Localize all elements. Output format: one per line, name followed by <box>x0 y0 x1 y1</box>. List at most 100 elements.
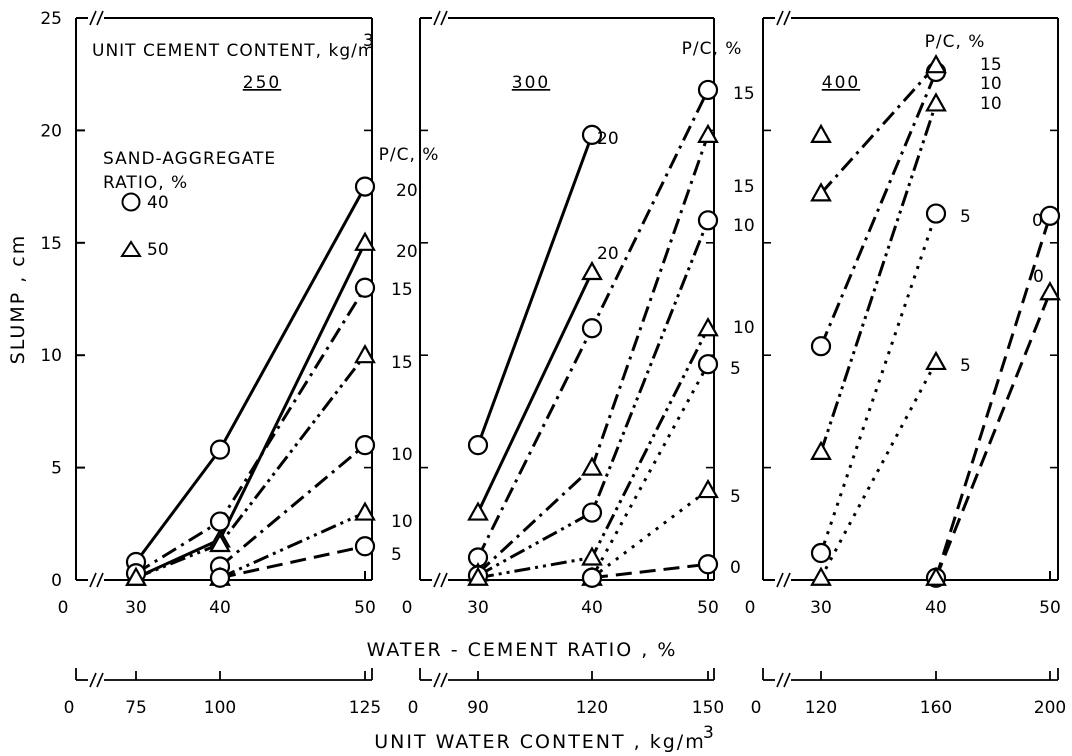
series-line <box>135 286 367 575</box>
circle-point <box>581 502 603 523</box>
water-break-b <box>440 672 448 688</box>
y-tick-label: 20 <box>40 121 62 141</box>
series-line <box>219 544 366 580</box>
pc-value-label: 10 <box>733 216 755 236</box>
series-line <box>219 443 366 568</box>
water-break-b <box>96 672 104 688</box>
wc-tick-label: 30 <box>810 598 832 618</box>
series-line <box>819 71 938 347</box>
circle-point <box>697 354 719 375</box>
legend-label-50: 50 <box>147 240 169 260</box>
series-line <box>934 291 1052 579</box>
wc-tick-label: 30 <box>125 598 147 618</box>
top-break-b <box>96 10 104 26</box>
legend-circle-marker <box>121 192 141 212</box>
water-zero-label: 0 <box>408 698 419 718</box>
legend-title-line2: RATIO, % <box>103 173 188 193</box>
pc-value-label: 20 <box>396 181 418 201</box>
header-text: UNIT CEMENT CONTENT, kg/m <box>92 41 375 61</box>
pc-value-label: 5 <box>391 545 402 565</box>
water-zero-label: 0 <box>751 698 762 718</box>
circle-point <box>581 567 603 588</box>
triangle-point <box>810 182 832 202</box>
circle-point <box>581 124 603 145</box>
pc-label-panel3: P/C, % <box>925 32 986 52</box>
cement-content-label: 400 <box>822 73 860 93</box>
triangle-point <box>581 456 603 476</box>
y-tick-label: 10 <box>40 346 62 366</box>
water-break-b <box>783 672 791 688</box>
pc-label-panel2: P/C, % <box>682 39 743 59</box>
triangle-point <box>697 478 719 499</box>
water-tick-label: 120 <box>805 698 837 718</box>
water-break-a <box>89 672 97 688</box>
series-line <box>477 327 710 580</box>
water-tick-label: 200 <box>1034 698 1066 718</box>
y-tick-label: 0 <box>51 571 62 591</box>
series-line <box>591 488 709 579</box>
wc-zero-label: 0 <box>58 598 69 618</box>
pc-value-label: 20 <box>396 242 418 262</box>
water-zero-label: 0 <box>64 698 75 718</box>
triangle-point <box>354 343 376 364</box>
circle-point <box>1039 205 1061 226</box>
pc-value-label: 10 <box>980 94 1002 114</box>
series-line <box>477 219 710 577</box>
x-axis-label: WATER - CEMENT RATIO , % <box>367 639 678 661</box>
circle-point <box>697 210 719 231</box>
top-break-a <box>89 10 97 26</box>
series-line <box>819 361 938 579</box>
wc-tick-label: 50 <box>354 598 376 618</box>
water-break-a <box>433 672 441 688</box>
triangle-point <box>925 53 947 74</box>
circle-point <box>925 203 947 224</box>
series-line <box>135 354 367 580</box>
wc-tick-label: 40 <box>209 598 231 618</box>
water-tick-label: 160 <box>920 698 952 718</box>
series-line <box>934 215 1052 579</box>
bottom-break-a <box>89 572 97 588</box>
water-tick-label: 150 <box>692 698 724 718</box>
x2-unit-superscript: 3 <box>703 723 714 743</box>
triangle-point <box>697 316 719 337</box>
triangle-point <box>810 440 832 460</box>
circle-point <box>581 318 603 339</box>
wc-tick-label: 40 <box>925 598 947 618</box>
wc-zero-label: 0 <box>402 598 413 618</box>
triangle-point <box>581 260 603 281</box>
pc-value-label: 20 <box>597 244 619 264</box>
bottom-break-a <box>433 572 441 588</box>
water-break-a <box>776 672 784 688</box>
pc-value-label: 15 <box>733 84 755 104</box>
legend-title-line1: SAND-AGGREGATE <box>103 149 276 169</box>
series-line <box>591 562 709 580</box>
pc-value-label: 15 <box>980 55 1002 75</box>
cement-content-label: 250 <box>243 73 281 93</box>
header-unit-superscript: 3 <box>363 31 374 51</box>
cement-content-label: 300 <box>512 73 550 93</box>
top-break-b <box>440 10 448 26</box>
triangle-point <box>467 566 489 586</box>
series-line <box>476 134 594 446</box>
pc-value-label: 10 <box>391 512 413 532</box>
circle-point <box>467 435 489 456</box>
circle-point <box>209 511 231 532</box>
pc-value-label: 0 <box>1032 211 1043 231</box>
water-tick-label: 100 <box>204 698 236 718</box>
wc-tick-label: 30 <box>467 598 489 618</box>
circle-point <box>354 176 376 197</box>
y-tick-label: 25 <box>40 9 62 29</box>
circle-point <box>810 336 832 357</box>
pc-value-label: 15 <box>733 177 755 197</box>
circle-point <box>209 567 231 588</box>
series-line <box>219 511 366 580</box>
series-line <box>134 185 367 563</box>
circle-point <box>209 439 231 460</box>
pc-value-label: 10 <box>391 445 413 465</box>
triangle-point <box>125 566 147 586</box>
water-tick-label: 120 <box>576 698 608 718</box>
top-break-a <box>776 10 784 26</box>
top-break-a <box>433 10 441 26</box>
water-tick-label: 90 <box>467 698 489 718</box>
